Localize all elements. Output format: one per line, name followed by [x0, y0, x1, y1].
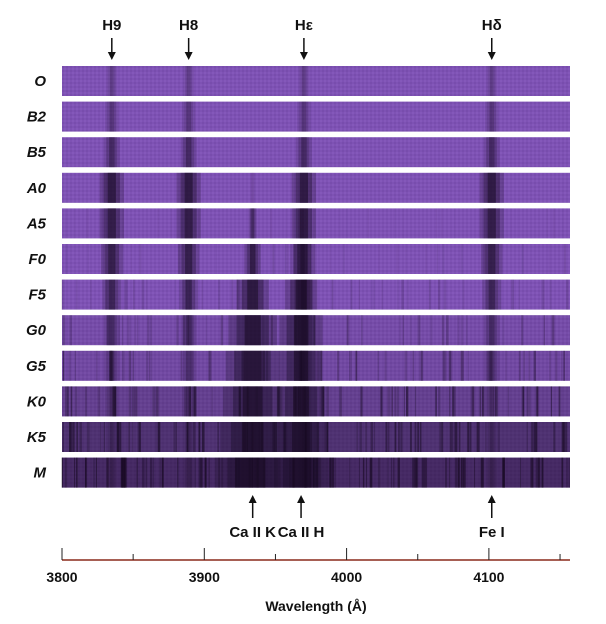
spectral-class-label: O [34, 73, 46, 90]
spectral-class-label: M [34, 465, 47, 482]
top-marker-heps: Hε [295, 17, 313, 60]
top-marker-h9: H9 [102, 17, 121, 60]
spectral-class-label: F0 [28, 251, 46, 268]
axis-title: Wavelength (Å) [265, 598, 366, 614]
spectrum-strip [62, 350, 570, 381]
spectral-class-label: A0 [26, 180, 47, 197]
top-marker-label: H9 [102, 17, 121, 34]
axis-tick: 3900 [189, 548, 220, 585]
axis-tick: 4100 [473, 548, 505, 585]
wavelength-axis: 3800 3900 4000 4100 Wavelength (Å) [46, 548, 570, 614]
bottom-marker-label: Ca II H [278, 524, 325, 541]
bottom-marker-label: Fe I [479, 524, 505, 541]
bottom-marker-label: Ca II K [229, 524, 276, 541]
top-marker-label: Hδ [482, 17, 502, 34]
spectral-class-label: G0 [26, 322, 47, 339]
spectra-strips [61, 66, 570, 488]
bottom-marker-caiih: Ca II H [278, 495, 325, 541]
top-marker-label: H8 [179, 17, 198, 34]
spectral-class-label: F5 [28, 287, 46, 304]
bottom-line-markers: Ca II K Ca II H Fe I [229, 495, 505, 541]
spectrum-strip [62, 422, 570, 452]
spectrum-strip [62, 386, 570, 417]
axis-ticks: 3800 3900 4000 4100 [46, 548, 561, 585]
spectrum-strip [62, 315, 570, 346]
spectrum-strip [62, 66, 570, 96]
spectrum-strip [62, 208, 570, 239]
axis-tick-label: 4100 [473, 569, 504, 585]
spectral-class-label: K5 [27, 429, 47, 446]
spectrum-strip [62, 137, 570, 168]
spectrum-strip [62, 172, 570, 203]
spectral-class-label: A5 [26, 215, 47, 232]
top-line-markers: H9 H8 Hε Hδ [102, 17, 502, 60]
axis-tick-label: 4000 [331, 569, 362, 585]
axis-tick-label: 3900 [189, 569, 220, 585]
bottom-marker-caiik: Ca II K [229, 495, 276, 541]
top-marker-h8: H8 [179, 17, 198, 60]
spectrum-strip [61, 457, 570, 488]
bottom-marker-fei: Fe I [479, 495, 505, 541]
axis-tick: 3800 [46, 548, 78, 585]
spectrum-strip [61, 279, 570, 310]
spectral-class-label: K0 [27, 393, 47, 410]
axis-tick-label: 3800 [46, 569, 77, 585]
top-marker-hdelta: Hδ [482, 17, 502, 60]
top-marker-label: Hε [295, 17, 313, 34]
spectral-class-labels: O B2 B5 A0 A5 F0 F5 G0 G5 K0 K5 M [26, 73, 47, 482]
spectral-class-label: B2 [27, 109, 47, 126]
spectral-class-label: G5 [26, 358, 47, 375]
spectrum-strip [62, 244, 570, 274]
spectrum-strip [62, 101, 570, 132]
spectral-class-label: B5 [27, 144, 47, 161]
axis-tick: 4000 [331, 548, 362, 585]
